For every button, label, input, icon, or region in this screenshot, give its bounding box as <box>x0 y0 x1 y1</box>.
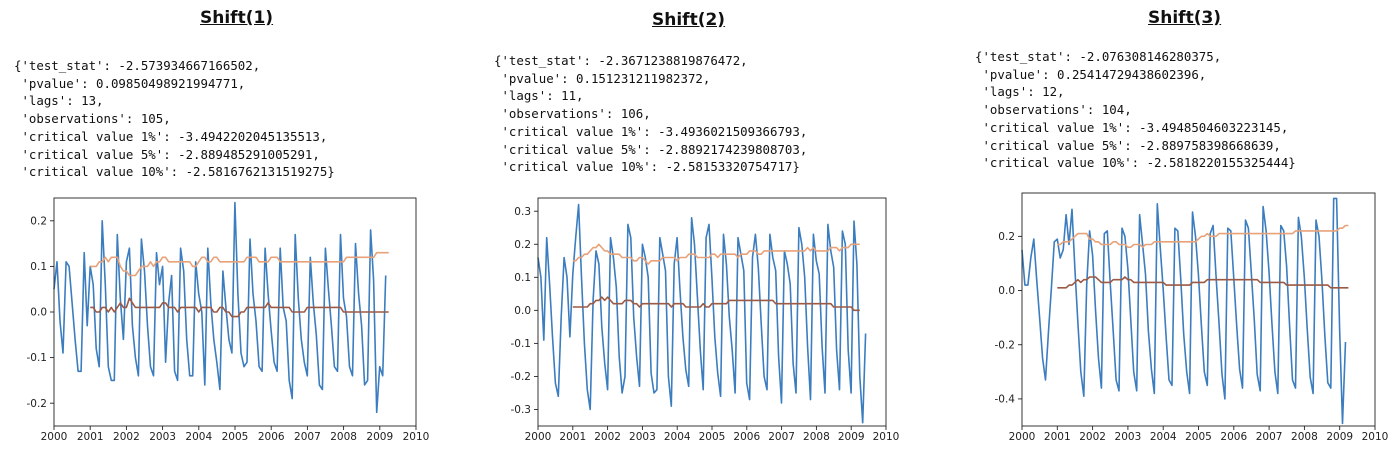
stats-line: 'critical value 1%': -3.4942202045135513… <box>14 128 328 144</box>
x-tick-label: 2004 <box>664 431 691 443</box>
stats-line: {'test_stat': -2.076308146280375, <box>975 49 1222 64</box>
x-tick-label: 2001 <box>1044 431 1071 443</box>
x-tick-label: 2008 <box>330 431 357 443</box>
stats-line: 'observations': 104, <box>975 102 1132 118</box>
stats-line: {'test_stat': -2.573934667166502, <box>14 58 261 73</box>
y-tick-label: 0.1 <box>30 261 47 273</box>
stats-line: {'test_stat': -2.3671238819876472, <box>494 53 748 68</box>
y-tick-label: -0.3 <box>511 404 532 416</box>
x-tick-label: 2005 <box>222 431 249 443</box>
series-line-1 <box>537 203 867 424</box>
adf-stats: {'test_stat': -2.076308146280375, 'pvalu… <box>975 48 1296 172</box>
stats-line: 'observations': 106, <box>494 106 651 122</box>
stats-line: 'critical value 5%': -2.889758398668639, <box>975 137 1281 153</box>
stats-line: 'critical value 10%': -2.581676213151927… <box>14 164 335 180</box>
adf-stats: {'test_stat': -2.573934667166502, 'pvalu… <box>14 57 335 181</box>
series-line-1 <box>1021 197 1347 425</box>
y-tick-label: -0.1 <box>511 338 532 350</box>
x-tick-label: 2005 <box>1185 431 1212 443</box>
stats-line: 'lags': 11, <box>494 88 584 104</box>
stats-line: 'critical value 5%': -2.889485291005291, <box>14 146 320 162</box>
panel-title: Shift(2) <box>652 10 726 30</box>
x-tick-label: 2007 <box>1256 431 1283 443</box>
x-tick-label: 2003 <box>149 431 176 443</box>
stats-line: 'pvalue': 0.25414729438602396, <box>975 66 1207 82</box>
x-tick-label: 2006 <box>258 431 285 443</box>
x-tick-label: 2000 <box>1009 431 1036 443</box>
series-line-3 <box>572 296 860 312</box>
x-tick-label: 2000 <box>41 431 68 443</box>
x-tick-label: 2010 <box>403 431 430 443</box>
series-line-2 <box>90 251 389 277</box>
series-line-3 <box>1057 276 1349 289</box>
line-chart: 2000 2001 2002 2003 2004 2005 2006 2007 2008 2009… <box>27 197 430 443</box>
x-tick-label: 2002 <box>594 431 621 443</box>
y-tick-label: 0.0 <box>30 307 47 319</box>
series-line-2 <box>572 243 860 265</box>
x-tick-label: 2001 <box>559 431 586 443</box>
y-tick-label: -0.2 <box>995 339 1016 351</box>
x-tick-label: 2003 <box>1115 431 1142 443</box>
line-chart: 2000 2001 2002 2003 2004 2005 2006 2007 2008 2009… <box>995 192 1389 443</box>
x-tick-label: 2008 <box>803 431 830 443</box>
panel-title: Shift(1) <box>200 8 274 28</box>
x-tick-label: 2000 <box>525 431 552 443</box>
stats-line: 'lags': 12, <box>975 84 1065 100</box>
stats-line: 'pvalue': 0.09850498921994771, <box>14 75 246 91</box>
x-tick-label: 2009 <box>1326 431 1353 443</box>
x-tick-label: 2005 <box>699 431 726 443</box>
x-tick-label: 2009 <box>366 431 393 443</box>
x-tick-label: 2004 <box>185 431 212 443</box>
stats-line: 'critical value 5%': -2.8892174239808703… <box>494 141 808 157</box>
x-tick-label: 2010 <box>873 431 900 443</box>
x-tick-label: 2008 <box>1291 431 1318 443</box>
y-tick-label: 0.0 <box>998 285 1015 297</box>
x-tick-label: 2004 <box>1150 431 1177 443</box>
y-tick-label: -0.2 <box>27 398 48 410</box>
x-tick-label: 2003 <box>629 431 656 443</box>
y-tick-label: -0.4 <box>995 394 1016 406</box>
series-line-1 <box>53 201 387 414</box>
x-tick-label: 2006 <box>1220 431 1247 443</box>
panel-title: Shift(3) <box>1148 8 1222 28</box>
x-tick-label: 2002 <box>113 431 140 443</box>
stats-line: 'critical value 1%': -3.4948504603223145… <box>975 119 1289 135</box>
stats-line: 'observations': 105, <box>14 111 171 127</box>
x-tick-label: 2009 <box>838 431 865 443</box>
y-tick-label: 0.0 <box>514 305 531 317</box>
x-tick-label: 2007 <box>768 431 795 443</box>
stats-line: 'lags': 13, <box>14 93 104 109</box>
y-tick-label: 0.2 <box>30 215 47 227</box>
x-tick-label: 2002 <box>1079 431 1106 443</box>
y-tick-label: -0.2 <box>511 371 532 383</box>
adf-stats: {'test_stat': -2.3671238819876472, 'pval… <box>494 52 807 176</box>
y-tick-label: 0.3 <box>514 206 531 218</box>
x-tick-label: 2007 <box>294 431 321 443</box>
y-tick-label: 0.2 <box>514 239 531 251</box>
x-tick-label: 2001 <box>77 431 104 443</box>
y-tick-label: -0.1 <box>27 352 48 364</box>
stats-line: 'pvalue': 0.151231211982372, <box>494 70 711 86</box>
series-line-2 <box>1057 224 1349 249</box>
series-line-3 <box>90 297 389 318</box>
plot-frame <box>1021 192 1376 427</box>
y-tick-label: 0.2 <box>998 231 1015 243</box>
stats-line: 'critical value 10%': -2.581822015532544… <box>975 155 1296 171</box>
stats-line: 'critical value 10%': -2.58153320754717} <box>494 159 800 175</box>
x-tick-label: 2006 <box>733 431 760 443</box>
x-tick-label: 2010 <box>1362 431 1389 443</box>
line-chart: 2000 2001 2002 2003 2004 2005 2006 2007 2008 2009… <box>511 197 900 443</box>
y-tick-label: 0.1 <box>514 272 531 284</box>
stats-line: 'critical value 1%': -3.4936021509366793… <box>494 123 808 139</box>
